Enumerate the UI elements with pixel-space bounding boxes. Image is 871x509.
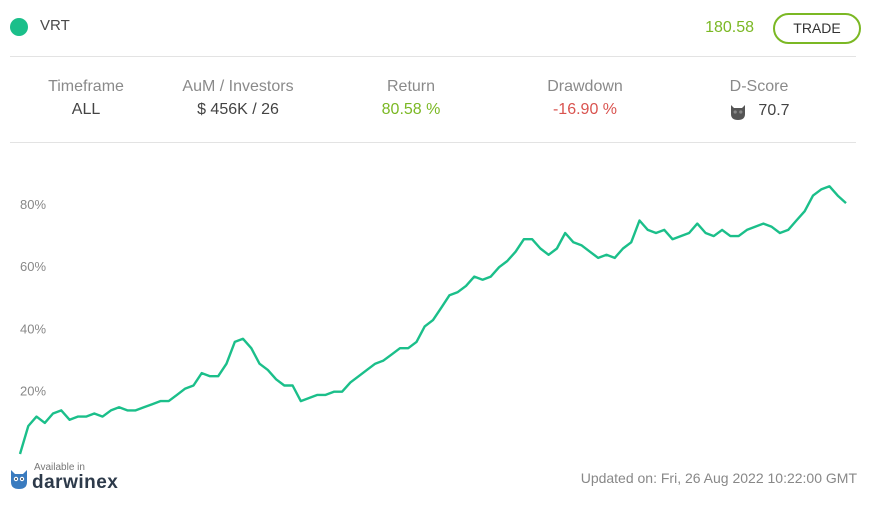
stat-value: $ 456K / 26 — [158, 101, 318, 119]
updated-timestamp: Updated on: Fri, 26 Aug 2022 10:22:00 GM… — [580, 470, 857, 486]
stat-label: Return — [386, 78, 436, 95]
stat-value: ALL — [6, 101, 166, 119]
y-tick-label: 80% — [20, 197, 46, 212]
y-axis-ticks: 20% 40% 60% 80% — [20, 197, 46, 399]
timeframe-value: ALL — [71, 101, 101, 118]
y-tick-label: 40% — [20, 321, 46, 336]
dscore-value: 70.7 — [758, 102, 790, 119]
series-line — [18, 185, 847, 455]
aum-value: $ 456K / 26 — [197, 101, 279, 118]
stat-label: AuM / Investors — [182, 78, 294, 95]
current-price: 180.58 — [705, 19, 754, 36]
available-in-text: Available in — [34, 462, 85, 473]
stats-divider — [10, 142, 856, 143]
stat-label: Drawdown — [547, 78, 623, 95]
stats-row: Timeframe ALL AuM / Investors $ 456K / 2… — [0, 78, 871, 134]
header-bar: VRT 180.58 TRADE — [0, 0, 871, 56]
owl-icon — [731, 105, 746, 120]
darwinex-logo[interactable]: Available in darwinex — [10, 462, 140, 498]
status-dot-icon — [10, 18, 28, 36]
header-divider — [10, 56, 856, 57]
return-chart: 20% 40% 60% 80% — [18, 185, 847, 455]
stat-drawdown: Drawdown -16.90 % — [505, 78, 665, 119]
stat-value: -16.90 % — [505, 101, 665, 119]
y-tick-label: 20% — [20, 384, 46, 399]
darwinex-owl-icon — [11, 470, 27, 489]
drawdown-value: -16.90 % — [552, 101, 618, 118]
ticker-symbol: VRT — [40, 17, 70, 34]
stat-label: Timeframe — [48, 78, 124, 95]
stat-dscore: D-Score 70.7 — [679, 78, 839, 121]
stat-value: 70.7 — [679, 101, 839, 121]
stat-timeframe: Timeframe ALL — [6, 78, 166, 119]
stat-aum-investors: AuM / Investors $ 456K / 26 — [158, 78, 318, 119]
stat-label: D-Score — [729, 78, 789, 95]
stat-value: 80.58 % — [331, 101, 491, 119]
return-value: 80.58 % — [381, 101, 441, 118]
stat-return: Return 80.58 % — [331, 78, 491, 119]
brand-name: darwinex — [32, 472, 119, 493]
y-tick-label: 60% — [20, 259, 46, 274]
trade-button[interactable]: TRADE — [773, 13, 861, 44]
